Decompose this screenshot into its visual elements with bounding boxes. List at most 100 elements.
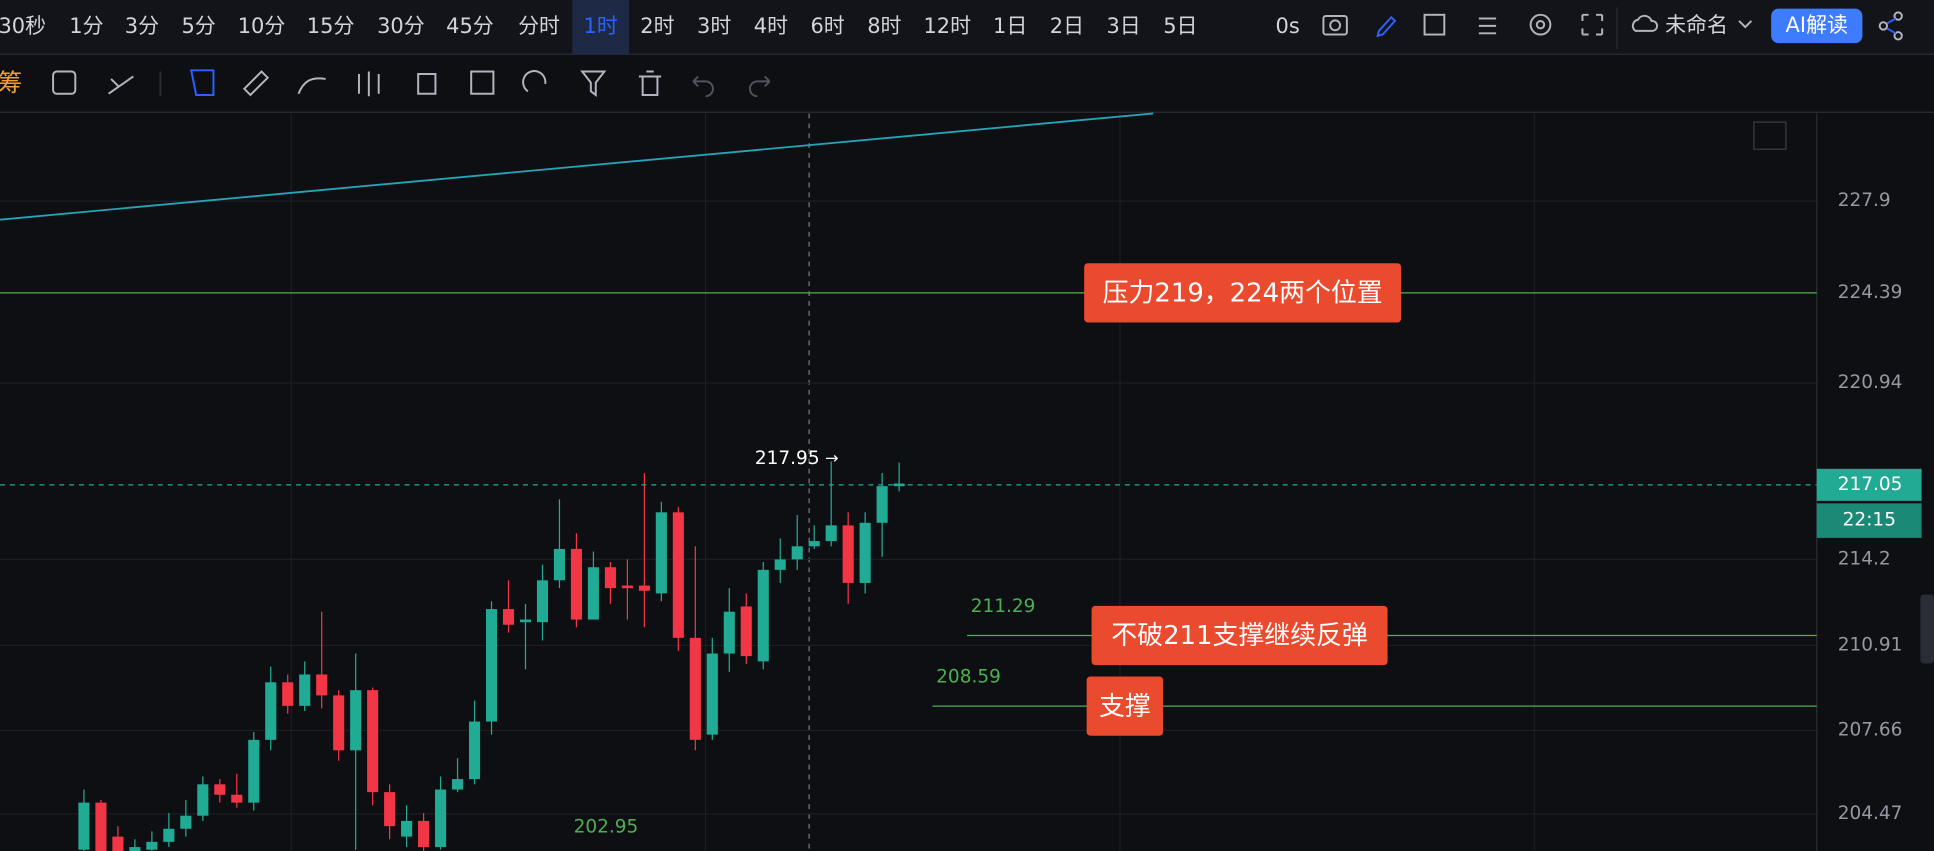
interval-button[interactable]: 1时 (584, 14, 618, 38)
top-toolbar (0, 0, 1934, 55)
candle-body (791, 546, 803, 560)
interval-button[interactable]: 30秒 (0, 14, 46, 38)
candle-body (638, 585, 650, 591)
countdown-box (1816, 503, 1922, 538)
interval-button[interactable]: 15分 (307, 14, 355, 38)
interval-button[interactable]: 10分 (238, 14, 286, 38)
candle-body (740, 606, 752, 657)
candle-body (842, 525, 854, 583)
candle-body (502, 609, 515, 625)
interval-button[interactable]: 5日 (1163, 14, 1197, 38)
level-label: 211.29 (971, 596, 1036, 617)
candle-body (553, 548, 566, 581)
candle-body (672, 512, 684, 638)
candle-body (706, 653, 718, 735)
interval-button[interactable]: 5分 (181, 14, 215, 38)
layout-name[interactable]: 未命名 (1665, 13, 1728, 37)
interval-button[interactable]: 8时 (867, 14, 901, 38)
interval-button[interactable]: 1分 (69, 14, 103, 38)
candle-body (774, 559, 786, 570)
candle-body (536, 580, 549, 623)
candle-body (808, 541, 820, 547)
timer[interactable]: 0s (1276, 14, 1300, 38)
candle-body (163, 828, 175, 842)
y-tick-label: 227.9 (1838, 190, 1891, 211)
interval-button[interactable]: 3分 (125, 14, 159, 38)
interval-button[interactable]: 2时 (640, 14, 674, 38)
candle-body (231, 794, 243, 803)
candle-body (570, 548, 582, 620)
drawing-tools[interactable] (52, 69, 771, 98)
interval-button[interactable]: 45分 (446, 14, 494, 38)
countdown: 22:15 (1843, 510, 1896, 531)
interval-button[interactable]: 分时 (518, 14, 560, 38)
candle-body (859, 522, 871, 583)
candle-body (95, 802, 107, 851)
candle-body (299, 674, 311, 706)
interval-button[interactable]: 2日 (1050, 14, 1084, 38)
interval-button[interactable]: 12时 (923, 14, 971, 38)
active-interval-bg (572, 0, 630, 55)
moving-average (0, 112, 1154, 221)
note-text: 不破211支撑继续反弹 (1111, 621, 1368, 651)
candle-body (723, 611, 735, 654)
last-price-label: 217.05 (1838, 474, 1903, 495)
candle-body (146, 841, 158, 850)
ai-button-bg[interactable] (1771, 8, 1863, 44)
candle-body (621, 585, 633, 589)
candle-body (757, 569, 769, 662)
note-box (1091, 605, 1388, 666)
candle-body (197, 784, 209, 816)
candle-body (452, 779, 464, 790)
candle-body (418, 820, 430, 848)
candle-body (350, 690, 362, 751)
candle-body (825, 525, 837, 542)
candle-body (604, 567, 616, 589)
candle-body (316, 674, 328, 696)
candle-body (214, 784, 226, 795)
candle-body (112, 836, 124, 851)
y-tick-label: 220.94 (1838, 372, 1903, 393)
candle-body (265, 682, 277, 740)
candle-body (519, 619, 532, 623)
interval-button[interactable]: 1日 (993, 14, 1027, 38)
candle-body (180, 815, 192, 829)
note-text: 压力219，224两个位置 (1103, 279, 1383, 309)
interval-button[interactable]: 4时 (754, 14, 788, 38)
left-cut-label[interactable]: 筹 (0, 68, 22, 97)
candle-body (333, 695, 345, 751)
candle-body (485, 609, 498, 722)
y-tick-label: 214.2 (1838, 548, 1891, 569)
level-label: 208.59 (936, 667, 1001, 688)
candle-body (401, 820, 413, 837)
y-tick-label: 207.66 (1838, 719, 1903, 740)
candle-body (78, 802, 90, 850)
high-marker: 217.95 (755, 448, 820, 469)
interval-button[interactable]: 3时 (697, 14, 731, 38)
candle-body (689, 637, 701, 740)
side-handle[interactable] (1920, 594, 1934, 664)
y-tick-label: 204.47 (1838, 803, 1903, 824)
candle-body (587, 567, 599, 620)
candle-body (129, 847, 141, 851)
y-tick-label: 224.39 (1838, 282, 1903, 303)
ai-button[interactable]: AI解读 (1786, 13, 1848, 37)
note-text: 支撑 (1099, 692, 1151, 722)
low-marker: 202.95 (574, 817, 639, 838)
last-price-box (1816, 468, 1922, 501)
candle-body (248, 739, 260, 803)
note-box (1084, 263, 1402, 323)
interval-button[interactable]: 3日 (1106, 14, 1140, 38)
candle-body (384, 792, 396, 827)
candle-body (282, 682, 294, 706)
note-box (1086, 676, 1164, 736)
candle-body (655, 512, 667, 594)
interval-button[interactable]: 6时 (810, 14, 844, 38)
toolbar-icons (1322, 11, 1903, 41)
corner-button[interactable] (1753, 121, 1787, 150)
interval-button[interactable]: 30分 (377, 14, 425, 38)
candle-body (876, 486, 888, 523)
candle-body (435, 789, 447, 848)
